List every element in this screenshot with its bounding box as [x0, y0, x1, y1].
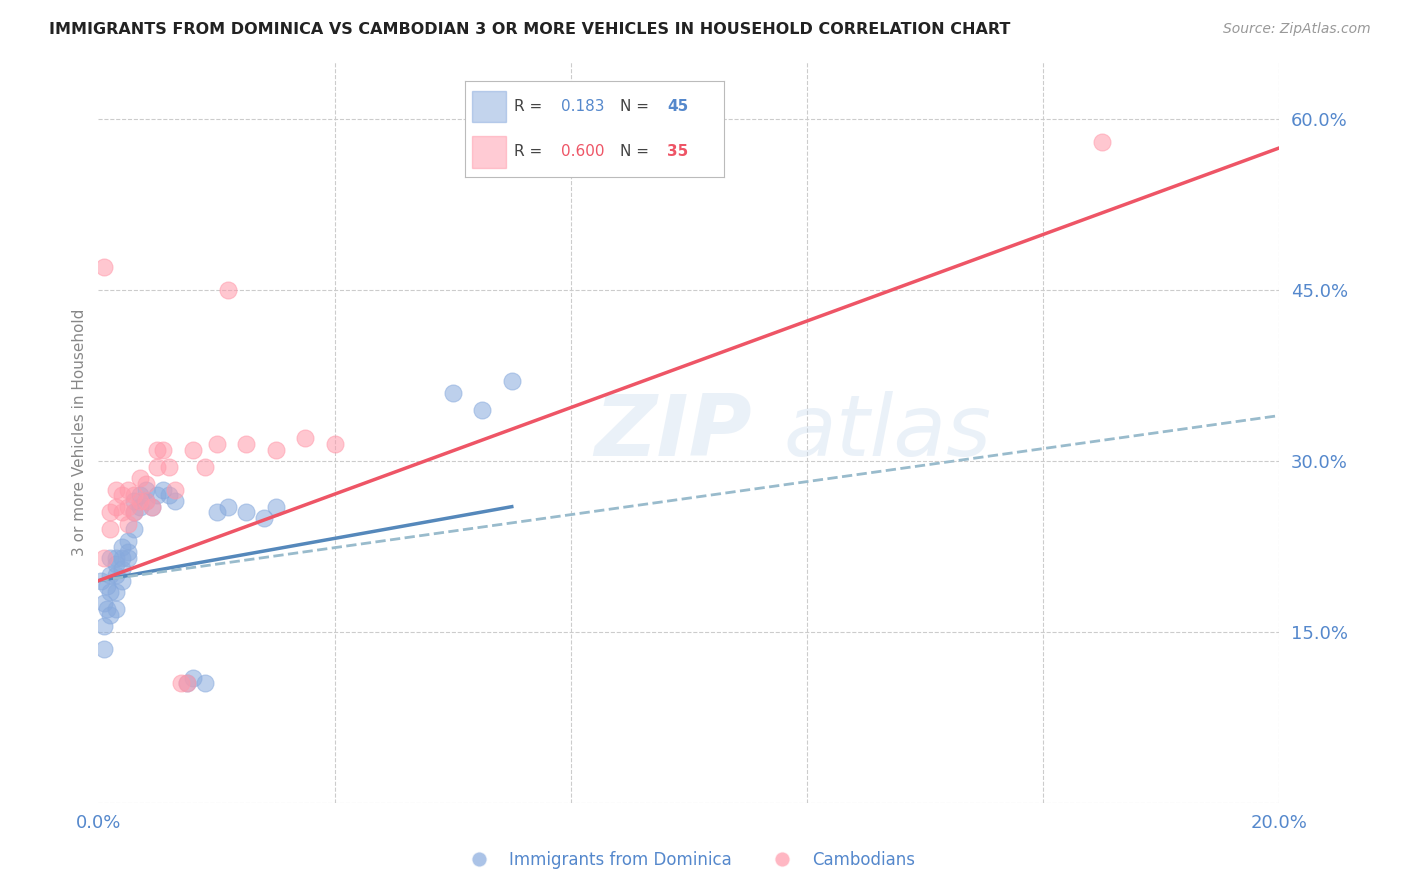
Point: [98, 505, 121, 519]
Point: [105, 557, 128, 571]
Text: ZIP: ZIP: [595, 391, 752, 475]
Point: [111, 488, 134, 502]
Point: [253, 511, 276, 525]
Point: [146, 488, 169, 502]
Point: [117, 500, 139, 514]
Point: [105, 585, 128, 599]
Point: [122, 494, 145, 508]
Point: [98, 607, 121, 622]
Point: [146, 442, 169, 457]
Point: [128, 494, 150, 508]
Text: IMMIGRANTS FROM DOMINICA VS CAMBODIAN 3 OR MORE VEHICLES IN HOUSEHOLD CORRELATIO: IMMIGRANTS FROM DOMINICA VS CAMBODIAN 3 …: [49, 22, 1011, 37]
Point: [146, 459, 169, 474]
Point: [165, 483, 187, 497]
Point: [205, 437, 228, 451]
Point: [122, 488, 145, 502]
Point: [294, 431, 316, 445]
Point: [181, 671, 204, 685]
Text: atlas: atlas: [783, 391, 991, 475]
Point: [98, 585, 121, 599]
Point: [141, 500, 163, 514]
Point: [176, 676, 198, 690]
Point: [170, 676, 193, 690]
Point: [96, 602, 118, 616]
Point: [111, 540, 134, 554]
Point: [194, 676, 217, 690]
Point: [157, 488, 180, 502]
Point: [98, 550, 121, 565]
Point: [128, 500, 150, 514]
Point: [93, 619, 115, 633]
Point: [471, 402, 494, 417]
Point: [128, 471, 150, 485]
Point: [105, 500, 128, 514]
Point: [141, 500, 163, 514]
Point: [93, 597, 115, 611]
Point: [117, 545, 139, 559]
Point: [471, 89, 494, 103]
Point: [111, 505, 134, 519]
Point: [441, 385, 464, 400]
Point: [194, 459, 217, 474]
Point: [93, 642, 115, 657]
Point: [90, 574, 112, 588]
Point: [122, 505, 145, 519]
Point: [135, 483, 157, 497]
Point: [181, 442, 204, 457]
Point: [1091, 135, 1114, 149]
Text: Source: ZipAtlas.com: Source: ZipAtlas.com: [1223, 22, 1371, 37]
Point: [105, 602, 128, 616]
Point: [117, 550, 139, 565]
Point: [205, 505, 228, 519]
Point: [117, 516, 139, 531]
Point: [122, 505, 145, 519]
Point: [176, 676, 198, 690]
Point: [217, 500, 239, 514]
Point: [122, 523, 145, 537]
Point: [165, 494, 187, 508]
Point: [105, 550, 128, 565]
Point: [105, 483, 128, 497]
Point: [117, 483, 139, 497]
Point: [111, 574, 134, 588]
Point: [264, 442, 287, 457]
Point: [105, 568, 128, 582]
Point: [157, 459, 180, 474]
Point: [111, 562, 134, 576]
Point: [323, 437, 346, 451]
Point: [93, 550, 115, 565]
Point: [152, 483, 174, 497]
Y-axis label: 3 or more Vehicles in Household: 3 or more Vehicles in Household: [72, 309, 87, 557]
Point: [111, 550, 134, 565]
Point: [264, 500, 287, 514]
Point: [501, 375, 523, 389]
Point: [152, 442, 174, 457]
Point: [135, 476, 157, 491]
Point: [235, 505, 257, 519]
Point: [117, 533, 139, 548]
Point: [98, 568, 121, 582]
Point: [93, 260, 115, 275]
Point: [128, 488, 150, 502]
Point: [135, 494, 157, 508]
Point: [98, 523, 121, 537]
Point: [235, 437, 257, 451]
Point: [96, 579, 118, 593]
Point: [135, 494, 157, 508]
Point: [217, 283, 239, 297]
Legend: Immigrants from Dominica, Cambodians: Immigrants from Dominica, Cambodians: [456, 845, 922, 876]
